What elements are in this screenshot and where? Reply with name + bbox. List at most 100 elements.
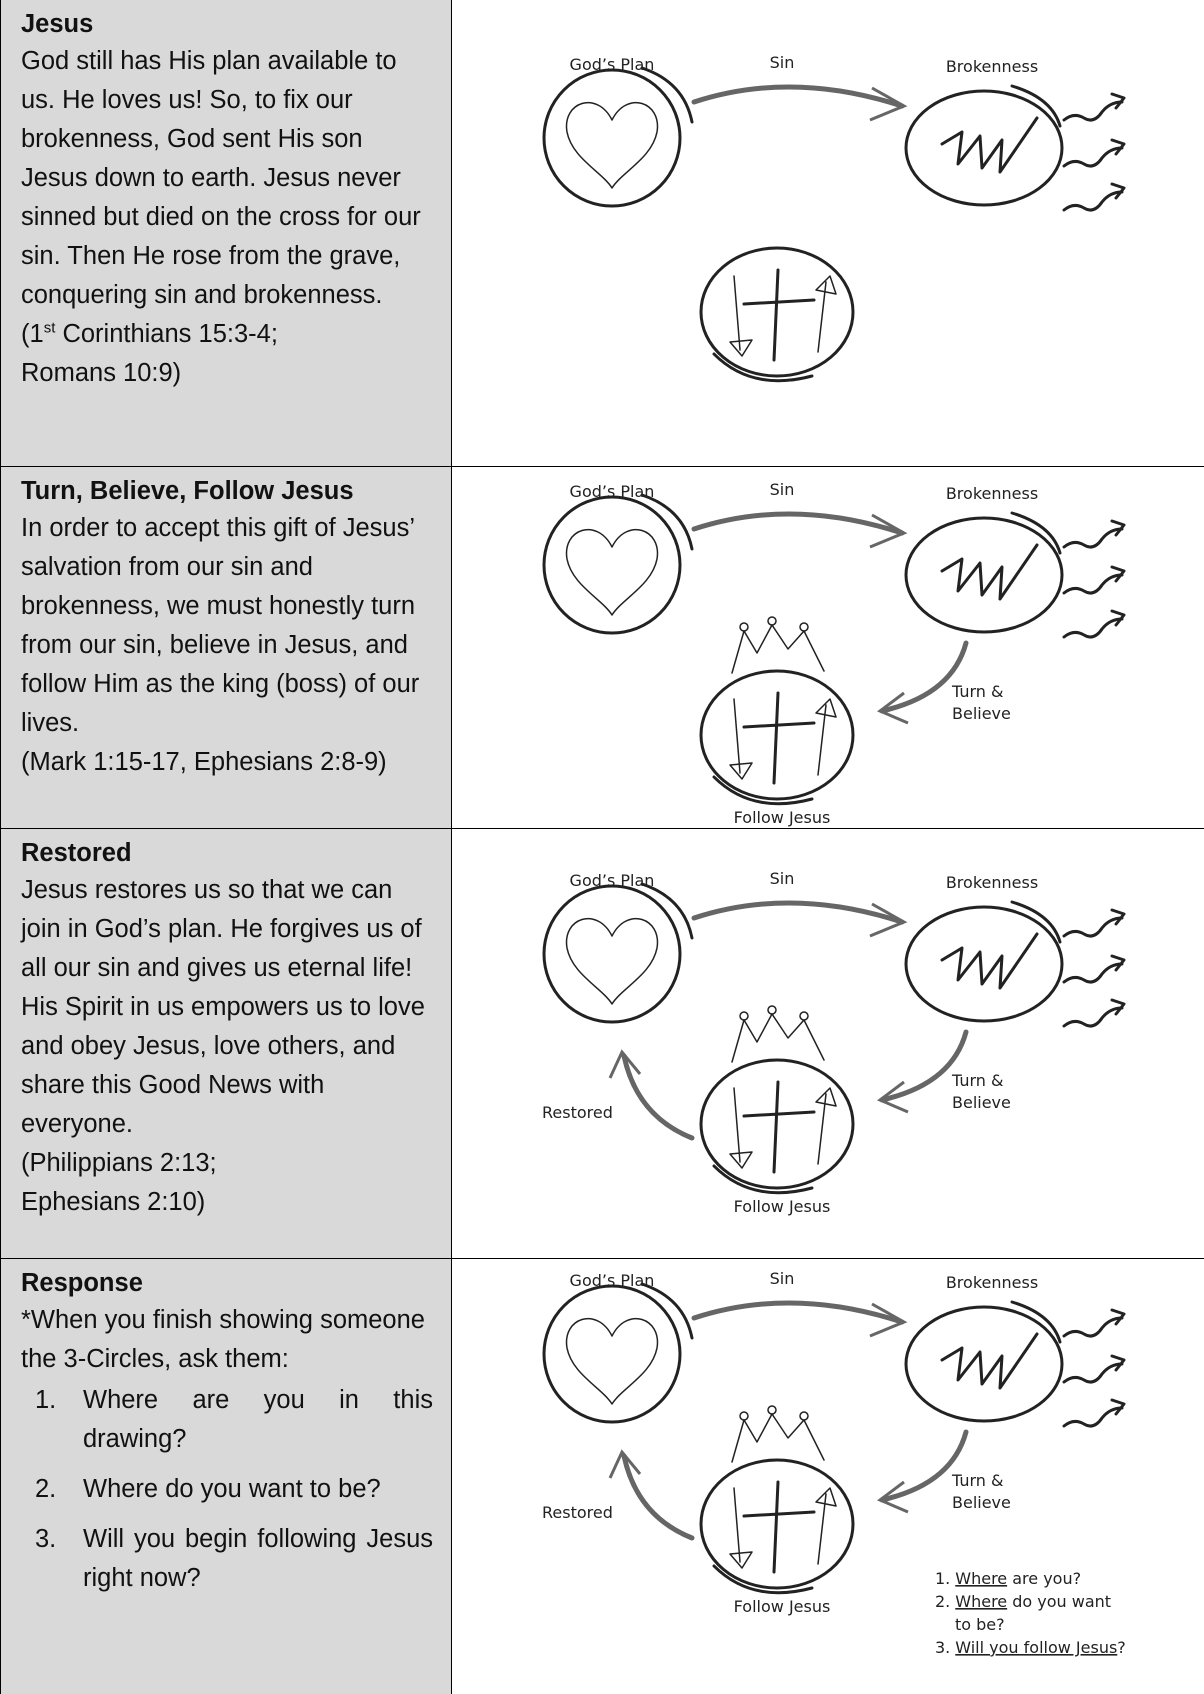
reference: (1st Corinthians 15:3-4; Romans 10:9) [21, 315, 433, 393]
sin-label: Sin [770, 1269, 795, 1288]
circle-swash [640, 493, 694, 551]
scribble [940, 543, 1039, 601]
question-marker: 3. [935, 1638, 950, 1657]
diagram: God’s Plan Sin Brokenness [542, 53, 1126, 383]
sin-label: Sin [770, 53, 795, 72]
turn-label: Turn & [951, 682, 1003, 701]
body: Jesus restores us so that we can join in… [21, 876, 425, 1138]
arrowhead [1110, 519, 1126, 537]
crown-jewel [767, 1405, 777, 1415]
broken-label: Brokenness [946, 57, 1038, 76]
heading: Turn, Believe, Follow Jesus [21, 477, 354, 505]
scribble [940, 116, 1039, 174]
arrowhead [1110, 565, 1126, 583]
diagram-group: God’s Plan Sin Brokenness [542, 53, 1126, 383]
heart [565, 102, 659, 189]
turn-label: Believe [952, 1093, 1011, 1112]
circle-swash [1010, 1300, 1062, 1344]
list-item: 1. Where are you in this drawing? [35, 1381, 433, 1459]
down-arrow [729, 275, 753, 357]
restored-arrow [621, 1053, 695, 1141]
down-arrow [729, 1087, 753, 1169]
squiggle-arrow [1062, 1406, 1124, 1428]
restored-arrow [621, 1453, 695, 1541]
cross [742, 1480, 816, 1574]
arrowhead [869, 902, 908, 938]
arrowhead [877, 1080, 909, 1114]
item-text: Will you begin following Jesus right now… [83, 1525, 433, 1592]
cross-circle [699, 1458, 855, 1590]
crown [731, 624, 825, 674]
circle-swash [1010, 900, 1062, 944]
squiggle-arrow [1062, 1006, 1124, 1028]
arrowhead [1110, 1398, 1126, 1416]
plan-circle [542, 495, 682, 635]
body: *When you finish showing someone the 3-C… [21, 1306, 425, 1373]
sin-arrow [691, 84, 905, 109]
squiggle-arrow [1062, 617, 1124, 639]
turn-arrow [879, 1429, 969, 1503]
diagram-group: God’s Plan Sin Brokenness Turn & Believe Foll… [542, 480, 1126, 827]
cross-circle [699, 669, 855, 801]
circle-swash [1010, 511, 1062, 555]
item-text: Where are you in this drawing? [83, 1386, 433, 1453]
heading: Response [21, 1269, 143, 1297]
crown-jewel [767, 616, 777, 626]
broken-label: Brokenness [946, 873, 1038, 892]
down-arrow [729, 698, 753, 780]
squiggle-arrow [1062, 573, 1124, 595]
circle-swash [712, 1564, 814, 1595]
question-rest: are you? [1007, 1569, 1081, 1588]
ref-sup: st [43, 319, 56, 337]
diagram-cell: God’s Plan Sin Brokenness Turn & Believe Foll… [452, 467, 1204, 828]
squiggle-arrow [1062, 190, 1124, 212]
diagram-cell: God’s Plan Sin Brokenness [452, 0, 1204, 466]
crown-jewel [799, 1011, 809, 1021]
row: Jesus God still has His plan available t… [0, 0, 1204, 467]
arrowhead [1110, 92, 1126, 110]
squiggle-arrow [1062, 146, 1124, 168]
question: 1. Where are you? [935, 1569, 1081, 1588]
question-underlined: Where [955, 1592, 1007, 1611]
item-text: Where do you want to be? [83, 1475, 381, 1503]
arrowhead [1110, 998, 1126, 1016]
text-cell: Restored Jesus restores us so that we ca… [0, 829, 452, 1258]
crown [731, 1013, 825, 1063]
crown-jewel [799, 1411, 809, 1421]
question: 3. Will you follow Jesus? [935, 1638, 1126, 1657]
list-item: 3. Will you begin following Jesus right n… [35, 1520, 433, 1598]
arrowhead [1110, 908, 1126, 926]
crown-jewel [739, 1011, 749, 1021]
circle-swash [640, 66, 694, 124]
circle-swash [712, 1164, 814, 1195]
circle-swash [640, 882, 694, 940]
question-underlined: Where [955, 1569, 1007, 1588]
up-arrow [815, 1087, 837, 1165]
turn-label: Turn & [951, 1071, 1003, 1090]
arrowhead [1110, 138, 1126, 156]
plan-circle [542, 68, 682, 208]
squiggle-arrow [1062, 100, 1124, 122]
reference: (Mark 1:15-17, Ephesians 2:8-9) [21, 748, 387, 776]
broken-circle [904, 1305, 1064, 1423]
arrowhead [608, 1049, 642, 1079]
broken-circle [904, 89, 1064, 207]
plan-circle [542, 1284, 682, 1424]
follow-label: Follow Jesus [734, 1597, 831, 1616]
ref: Corinthians 15:3-4; [55, 320, 278, 348]
text-cell: Response *When you finish showing someon… [0, 1259, 452, 1694]
arrowhead [1110, 954, 1126, 972]
arrowhead [877, 1480, 909, 1514]
ref: (1 [21, 320, 44, 348]
heart [565, 529, 659, 616]
squiggle-arrow [1062, 916, 1124, 938]
arrowhead [1110, 1354, 1126, 1372]
sin-label: Sin [770, 480, 795, 499]
broken-label: Brokenness [946, 484, 1038, 503]
broken-circle [904, 905, 1064, 1023]
up-arrow [815, 1487, 837, 1565]
arrowhead [877, 691, 909, 725]
arrowhead [1110, 1308, 1126, 1326]
diagram: God’s Plan Sin Brokenness Turn & Believe Foll… [542, 480, 1126, 827]
